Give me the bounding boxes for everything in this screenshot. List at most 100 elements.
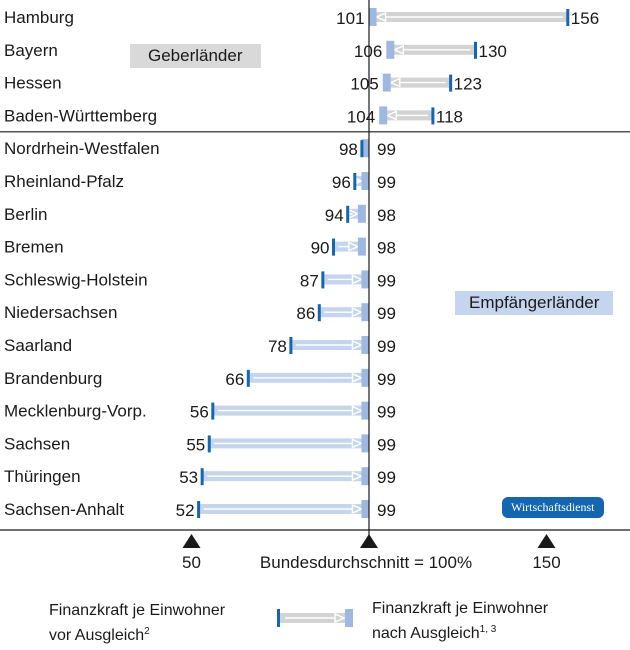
after-value-saarland: 99 bbox=[377, 337, 396, 356]
legend-after-marker bbox=[345, 609, 353, 627]
before-value-bayern: 130 bbox=[479, 42, 507, 61]
after-marker-hamburg bbox=[368, 8, 377, 26]
arrow-head-thüringen bbox=[207, 471, 364, 482]
arrow-head-mecklenburg-vorp- bbox=[217, 405, 364, 416]
recipient-group-badge: Empfängerländer bbox=[455, 291, 614, 315]
legend-after-footnote: 1, 3 bbox=[479, 624, 497, 635]
arrow-head-schleswig-holstein bbox=[327, 274, 364, 285]
legend-after-line1: Finanzkraft je Einwohner bbox=[372, 600, 549, 617]
before-value-nordrhein-westfalen: 98 bbox=[339, 140, 358, 159]
state-label-hamburg: Hamburg bbox=[4, 8, 74, 27]
before-value-thüringen: 53 bbox=[179, 468, 198, 487]
after-marker-thüringen bbox=[361, 467, 370, 486]
x-axis-label: Bundesdurchschnitt = 100% bbox=[260, 553, 472, 572]
state-label-mecklenburg-vorp-: Mecklenburg-Vorp. bbox=[4, 402, 147, 421]
before-marker-baden-württemberg bbox=[431, 107, 435, 125]
after-marker-sachsen-anhalt bbox=[361, 500, 370, 518]
tick-marker-150 bbox=[537, 534, 556, 548]
legend-after-label: Finanzkraft je Einwohner nach Ausgleich1… bbox=[372, 598, 548, 644]
before-value-mecklenburg-vorp-: 56 bbox=[190, 403, 209, 422]
arrow-head-hamburg bbox=[374, 11, 563, 23]
arrow-head-niedersachsen bbox=[324, 307, 364, 318]
legend-before-line1: Finanzkraft je Einwohner bbox=[49, 602, 226, 619]
after-value-niedersachsen: 99 bbox=[377, 304, 396, 323]
source-logo-badge: Wirtschaftsdienst bbox=[502, 497, 604, 518]
state-label-schleswig-holstein: Schleswig-Holstein bbox=[4, 270, 148, 289]
before-marker-bremen bbox=[332, 238, 335, 256]
before-value-sachsen-anhalt: 52 bbox=[176, 501, 195, 520]
after-value-hamburg: 101 bbox=[336, 9, 364, 28]
before-marker-schleswig-holstein bbox=[321, 271, 325, 289]
after-value-berlin: 98 bbox=[377, 206, 396, 225]
state-label-brandenburg: Brandenburg bbox=[4, 369, 102, 388]
state-label-sachsen-anhalt: Sachsen-Anhalt bbox=[4, 500, 124, 519]
tick-marker-100 bbox=[360, 534, 378, 548]
before-value-sachsen: 55 bbox=[186, 435, 205, 454]
after-value-sachsen: 99 bbox=[377, 435, 396, 454]
after-marker-sachsen bbox=[361, 434, 370, 453]
after-value-schleswig-holstein: 99 bbox=[377, 271, 396, 290]
arrow-head-hessen bbox=[389, 77, 446, 88]
before-marker-berlin bbox=[346, 205, 350, 223]
after-marker-nordrhein-westfalen bbox=[361, 139, 370, 158]
legend-before-label: Finanzkraft je Einwohner vor Ausgleich2 bbox=[49, 600, 225, 646]
after-marker-rheinland-pfalz bbox=[361, 172, 370, 190]
before-marker-saarland bbox=[289, 337, 293, 354]
state-label-niedersachsen: Niedersachsen bbox=[4, 303, 117, 322]
after-marker-bremen bbox=[357, 237, 366, 256]
before-value-brandenburg: 66 bbox=[225, 370, 244, 389]
before-marker-hessen bbox=[449, 74, 453, 92]
after-value-nordrhein-westfalen: 99 bbox=[377, 140, 396, 159]
after-marker-baden-württemberg bbox=[379, 106, 388, 125]
before-marker-brandenburg bbox=[246, 369, 250, 387]
after-marker-saarland bbox=[361, 336, 370, 354]
state-label-sachsen: Sachsen bbox=[4, 434, 70, 453]
state-label-berlin: Berlin bbox=[4, 205, 47, 224]
tick-marker-50 bbox=[182, 534, 201, 548]
before-marker-niedersachsen bbox=[317, 304, 321, 322]
after-value-rheinland-pfalz: 99 bbox=[377, 173, 396, 192]
before-marker-nordrhein-westfalen bbox=[360, 140, 364, 158]
legend-before-line2: vor Ausgleich bbox=[49, 627, 145, 644]
after-value-baden-württemberg: 104 bbox=[347, 107, 375, 126]
state-label-nordrhein-westfalen: Nordrhein-Westfalen bbox=[4, 139, 160, 158]
state-label-baden-württemberg: Baden-Württemberg bbox=[4, 106, 157, 125]
after-value-brandenburg: 99 bbox=[377, 370, 396, 389]
before-marker-bayern bbox=[474, 41, 477, 59]
before-value-niedersachsen: 86 bbox=[296, 304, 315, 323]
legend-after-line2: nach Ausgleich bbox=[372, 625, 480, 642]
state-label-rheinland-pfalz: Rheinland-Pfalz bbox=[4, 172, 124, 191]
after-value-mecklenburg-vorp-: 99 bbox=[377, 403, 396, 422]
before-value-hessen: 123 bbox=[454, 75, 482, 94]
arrow-head-sachsen-anhalt bbox=[203, 503, 364, 515]
tick-label-150: 150 bbox=[532, 553, 560, 572]
after-value-hessen: 105 bbox=[350, 75, 378, 94]
arrow-head-bayern bbox=[392, 44, 471, 55]
after-marker-berlin bbox=[357, 204, 366, 223]
state-label-thüringen: Thüringen bbox=[4, 467, 81, 486]
donor-group-badge: Geberländer bbox=[130, 44, 261, 68]
after-marker-niedersachsen bbox=[361, 303, 370, 322]
before-marker-thüringen bbox=[200, 468, 204, 486]
arrow-bar-berlin bbox=[347, 208, 362, 219]
after-value-thüringen: 99 bbox=[377, 468, 396, 487]
before-marker-sachsen-anhalt bbox=[197, 501, 201, 518]
before-marker-mecklenburg-vorp- bbox=[211, 402, 215, 420]
after-value-bayern: 106 bbox=[354, 42, 382, 61]
arrow-head-bremen bbox=[338, 241, 360, 252]
arrow-head-sachsen bbox=[214, 438, 364, 449]
state-label-bremen: Bremen bbox=[4, 238, 64, 257]
before-marker-rheinland-pfalz bbox=[353, 173, 357, 190]
state-label-bayern: Bayern bbox=[4, 41, 58, 60]
legend-arrow-head bbox=[285, 612, 346, 624]
after-marker-bayern bbox=[386, 40, 395, 59]
arrow-head-saarland bbox=[295, 339, 364, 351]
after-marker-hessen bbox=[382, 73, 391, 92]
state-label-saarland: Saarland bbox=[4, 336, 72, 355]
after-marker-schleswig-holstein bbox=[361, 270, 370, 289]
arrow-head-baden-württemberg bbox=[385, 110, 428, 121]
after-value-bremen: 98 bbox=[377, 239, 396, 258]
before-value-schleswig-holstein: 87 bbox=[300, 271, 319, 290]
before-marker-hamburg bbox=[566, 9, 570, 26]
